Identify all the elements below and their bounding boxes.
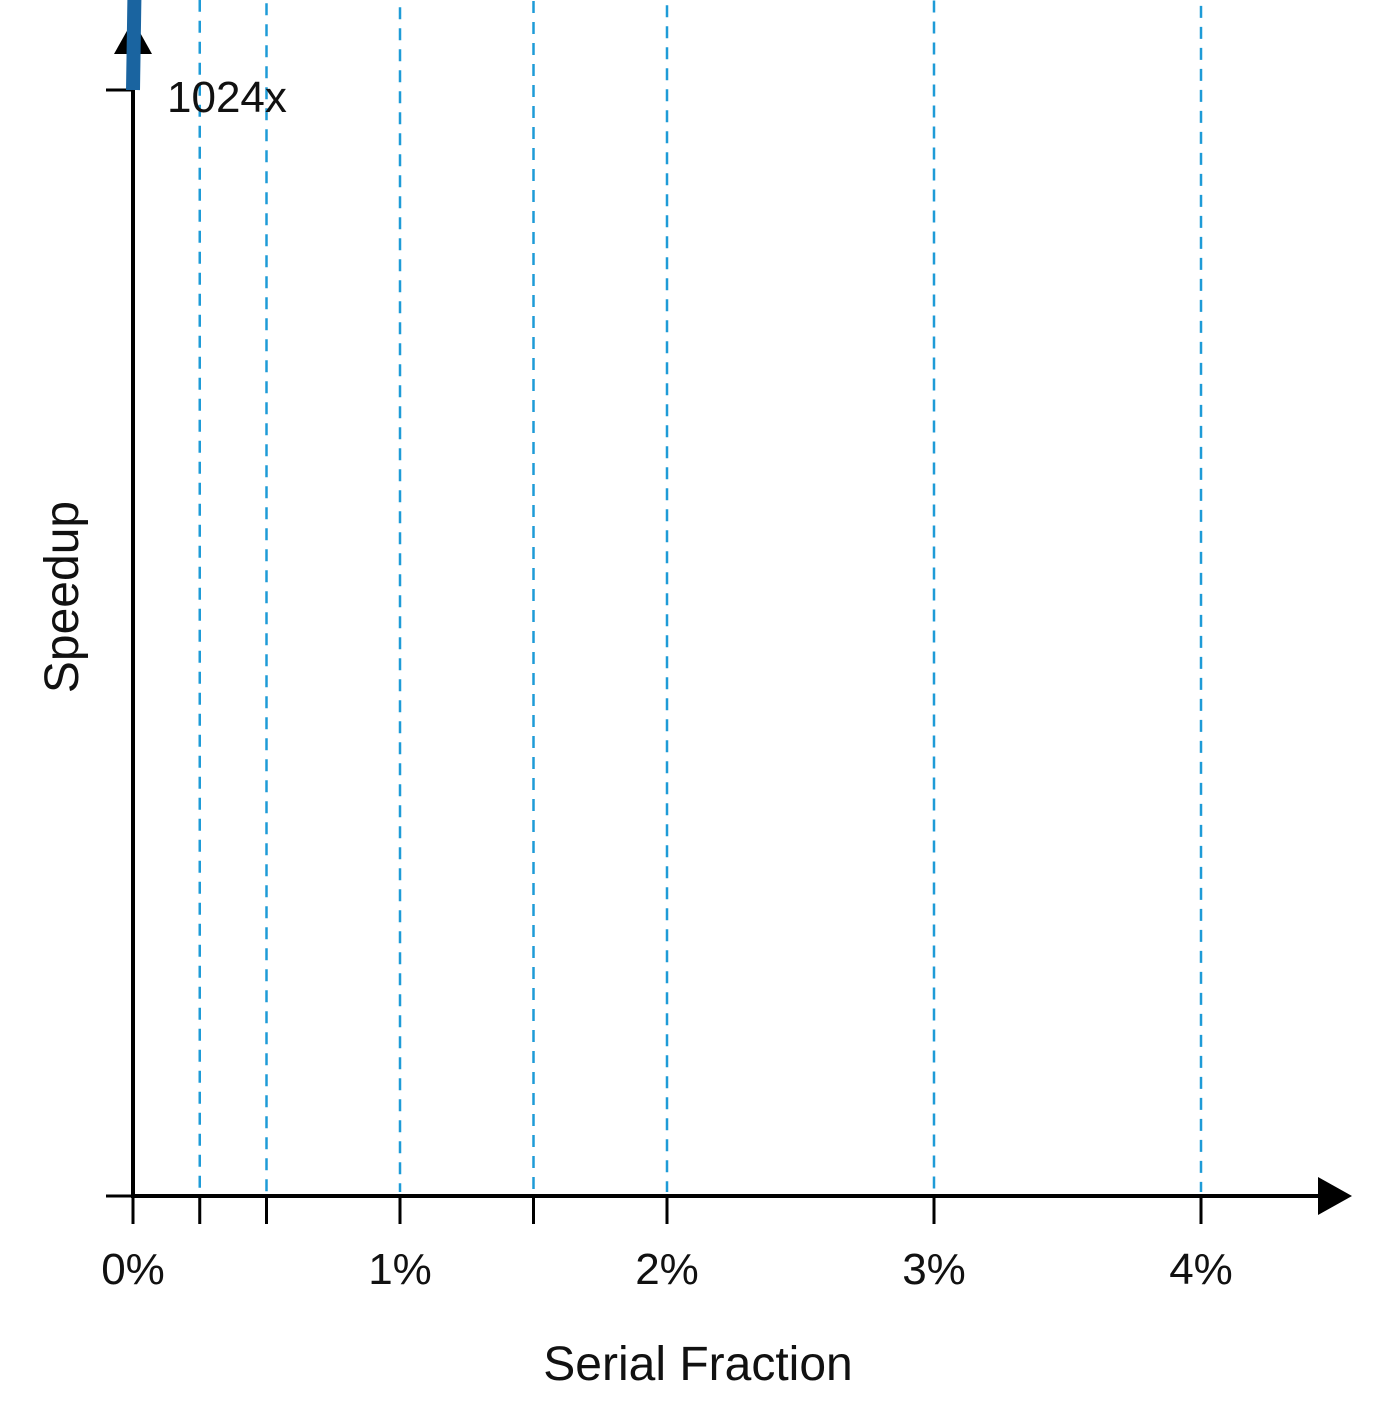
dashed-guides <box>198 0 1203 1192</box>
x-axis-title: Serial Fraction <box>543 1338 852 1391</box>
x-tick-label-1: 1% <box>368 1245 432 1294</box>
tick-labels: 0%1%2%3%4%1 <box>101 1245 1233 1294</box>
x-axis-arrow <box>1318 1177 1352 1215</box>
x-tick-label-3: 3% <box>902 1245 966 1294</box>
data-labels: 1024x288x167x91x63x48x31x24x <box>167 73 287 122</box>
x-ticks <box>131 1196 1203 1224</box>
x-tick-label-4: 4% <box>1169 1245 1233 1294</box>
data-label-0: 1024x <box>167 73 287 122</box>
y-axis-title: Speedup <box>36 501 89 693</box>
series-layer <box>126 0 142 97</box>
x-tick-label-2: 2% <box>635 1245 699 1294</box>
speedup-curve <box>126 0 142 97</box>
axes <box>106 20 1352 1215</box>
x-tick-label-0: 0% <box>101 1245 165 1294</box>
